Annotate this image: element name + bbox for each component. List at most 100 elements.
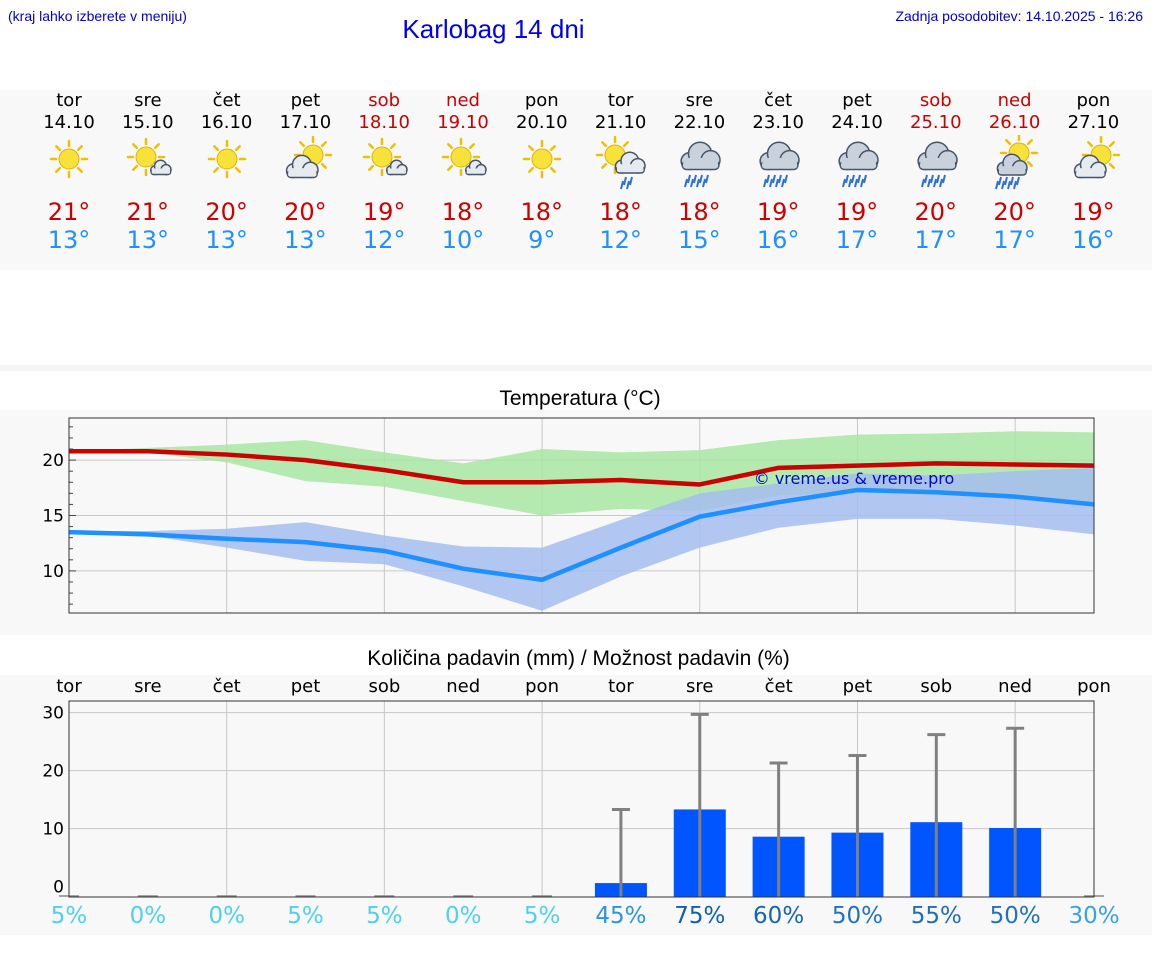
min-temp: 17° bbox=[914, 226, 958, 254]
location-hint: (kraj lahko izberete v meniju) bbox=[8, 8, 187, 24]
max-temp: 20° bbox=[993, 198, 1036, 226]
day-header: pet 24.10 bbox=[817, 90, 897, 134]
precipitation-day-label: tor bbox=[608, 676, 634, 697]
partly-cloudy-icon bbox=[286, 135, 333, 179]
max-temp: 20° bbox=[284, 198, 327, 226]
day-name: sob bbox=[919, 90, 952, 111]
day-date: 19.10 bbox=[437, 112, 489, 133]
max-temp: 18° bbox=[599, 198, 642, 226]
precipitation-probability: 5% bbox=[523, 903, 561, 929]
day-header: tor 14.10 bbox=[29, 90, 109, 134]
min-temp: 13° bbox=[47, 226, 91, 254]
day-date: 18.10 bbox=[358, 112, 410, 133]
min-temp: 10° bbox=[441, 226, 485, 254]
min-temp: 16° bbox=[1072, 226, 1115, 254]
min-temp: 17° bbox=[993, 226, 1036, 254]
cloud-rain-icon bbox=[838, 141, 879, 188]
precipitation-probability: 50% bbox=[989, 903, 1041, 929]
page-title[interactable]: Karlobag 14 dni bbox=[402, 14, 585, 44]
max-temp: 19° bbox=[1072, 198, 1115, 226]
precipitation-day-label: sre bbox=[686, 676, 714, 697]
precipitation-probability: 55% bbox=[910, 903, 962, 929]
precipitation-day-label: tor bbox=[56, 676, 82, 697]
watermark: © vreme.us & vreme.pro bbox=[754, 469, 955, 488]
day-date: 23.10 bbox=[752, 112, 804, 133]
max-temp: 21° bbox=[47, 198, 91, 226]
cloud-rain-icon bbox=[917, 141, 958, 188]
max-temp: 20° bbox=[205, 198, 248, 226]
day-header: sre 15.10 bbox=[108, 90, 188, 134]
day-date: 26.10 bbox=[988, 112, 1041, 133]
sun-small-cloud-icon bbox=[362, 137, 408, 177]
precipitation-day-label: pon bbox=[1077, 676, 1111, 697]
day-header: sre 22.10 bbox=[659, 90, 739, 134]
precipitation-day-label: pet bbox=[842, 676, 873, 697]
precipitation-probability: 60% bbox=[753, 903, 805, 929]
day-name: pon bbox=[1076, 90, 1111, 111]
day-date: 25.10 bbox=[910, 112, 962, 133]
temperature-chart-title: Temperatura (°C) bbox=[499, 387, 661, 410]
day-header: ned 26.10 bbox=[975, 90, 1055, 134]
cloud-rain-icon bbox=[759, 141, 800, 188]
precipitation-probability: 45% bbox=[595, 903, 647, 929]
y-tick-label: 10 bbox=[42, 562, 64, 582]
precipitation-chart-title: Količina padavin (mm) / Možnost padavin … bbox=[367, 647, 790, 670]
day-header: pon 27.10 bbox=[1053, 90, 1133, 134]
min-temp-line bbox=[68, 487, 1095, 583]
day-date: 14.10 bbox=[43, 112, 95, 133]
max-temp: 18° bbox=[678, 198, 721, 226]
min-temp: 13° bbox=[126, 226, 170, 254]
y-tick-label: 30 bbox=[42, 704, 64, 724]
sun-icon bbox=[522, 139, 562, 179]
precipitation-probability: 75% bbox=[674, 903, 726, 929]
day-header: sob 18.10 bbox=[344, 90, 424, 134]
min-temp: 16° bbox=[756, 226, 800, 254]
day-header: čet 16.10 bbox=[187, 90, 267, 134]
day-date: 21.10 bbox=[594, 112, 647, 133]
day-date: 20.10 bbox=[516, 112, 568, 133]
precipitation-day-label: sre bbox=[134, 676, 162, 697]
precipitation-probability: 0% bbox=[444, 903, 482, 929]
min-temp: 9° bbox=[528, 226, 556, 254]
last-update: Zadnja posodobitev: 14.10.2025 - 16:26 bbox=[895, 8, 1143, 24]
max-temp: 18° bbox=[441, 198, 485, 226]
precipitation-day-label: čet bbox=[764, 676, 793, 697]
precipitation-probability: 0% bbox=[208, 903, 245, 929]
day-name: ned bbox=[446, 90, 480, 111]
precipitation-probability: 5% bbox=[287, 903, 324, 929]
sun-small-cloud-icon bbox=[126, 137, 172, 177]
min-temp: 13° bbox=[284, 226, 327, 254]
day-date: 27.10 bbox=[1067, 112, 1120, 133]
y-tick-label: 10 bbox=[42, 820, 64, 840]
day-name: čet bbox=[764, 90, 793, 111]
precipitation-day-label: sob bbox=[368, 676, 401, 697]
sun-cloud-rain-icon bbox=[595, 135, 646, 190]
min-temp: 12° bbox=[362, 226, 406, 254]
max-temp: 21° bbox=[126, 198, 170, 226]
sun-icon bbox=[207, 139, 246, 179]
sun-small-cloud-icon bbox=[441, 137, 487, 177]
day-name: čet bbox=[212, 90, 241, 111]
cloud-rain-icon bbox=[680, 141, 722, 188]
precipitation-probability: 5% bbox=[50, 903, 88, 929]
precipitation-day-label: ned bbox=[446, 676, 481, 697]
day-header: tor 21.10 bbox=[581, 90, 661, 134]
precipitation-day-label: pon bbox=[525, 676, 559, 697]
day-name: sre bbox=[685, 90, 714, 111]
min-temp: 12° bbox=[599, 226, 642, 254]
day-date: 24.10 bbox=[831, 112, 883, 133]
day-name: pet bbox=[290, 90, 321, 111]
y-tick-label: 20 bbox=[42, 451, 64, 471]
day-date: 22.10 bbox=[673, 112, 726, 133]
max-temp: 18° bbox=[520, 198, 564, 226]
day-date: 17.10 bbox=[279, 112, 332, 133]
sun-cloud-heavy-rain-icon bbox=[994, 135, 1038, 190]
precipitation-day-label: ned bbox=[998, 676, 1033, 697]
max-temp: 19° bbox=[756, 198, 800, 226]
min-temp: 15° bbox=[678, 226, 721, 254]
y-tick-label: 20 bbox=[42, 762, 64, 782]
plot-frame bbox=[68, 700, 1095, 898]
plot-frame bbox=[68, 417, 1095, 614]
partly-cloudy-icon bbox=[1074, 135, 1121, 179]
